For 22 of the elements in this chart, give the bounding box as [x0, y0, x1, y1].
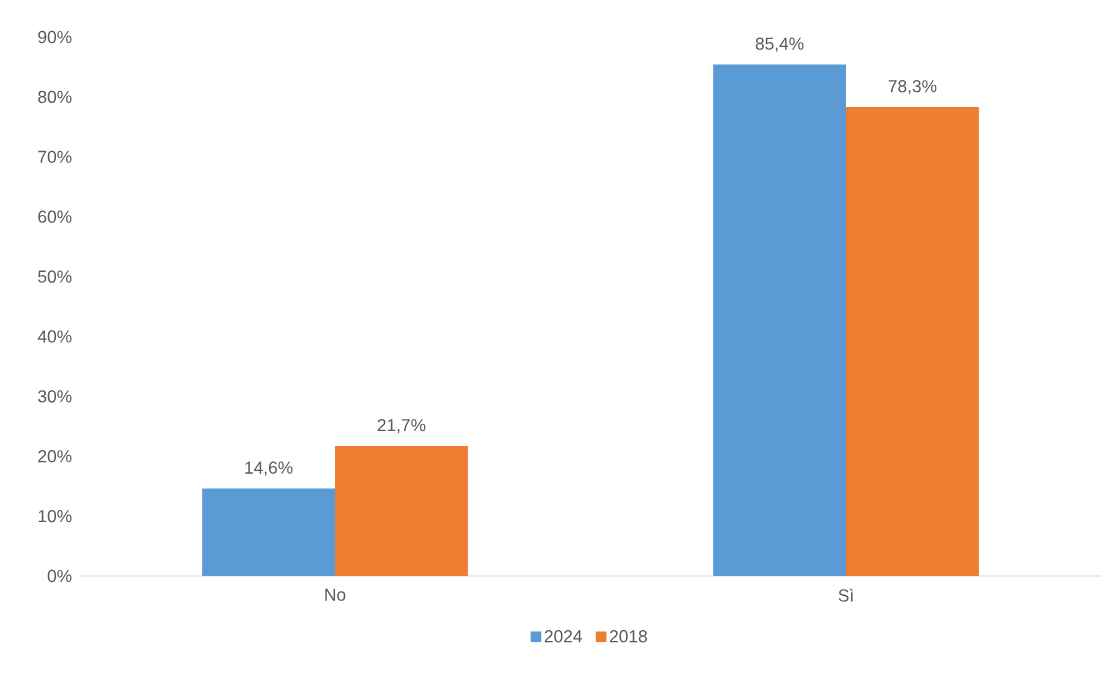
- bar: [713, 64, 846, 576]
- y-tick-label: 70%: [38, 150, 72, 163]
- bar: [202, 488, 335, 576]
- data-label: 21,7%: [377, 419, 426, 434]
- data-label: 85,4%: [755, 37, 804, 52]
- bar: [846, 107, 979, 576]
- y-tick-label: 0%: [47, 569, 72, 583]
- legend-label: 2018: [610, 630, 647, 643]
- y-tick-label: 50%: [38, 270, 72, 283]
- y-tick-label: 90%: [38, 30, 72, 44]
- y-tick-label: 80%: [38, 90, 72, 104]
- y-tick-label: 20%: [38, 450, 72, 463]
- data-label: 78,3%: [888, 80, 937, 95]
- x-tick-label: Sì: [838, 588, 854, 602]
- y-tick-label: 40%: [37, 330, 72, 343]
- y-tick-label: 10%: [38, 509, 72, 523]
- bar: [335, 446, 468, 576]
- x-tick-label: No: [325, 588, 346, 601]
- y-tick-label: 30%: [38, 390, 72, 403]
- y-tick-label: 60%: [38, 210, 72, 223]
- data-label: 14,6%: [245, 461, 293, 476]
- legend-label: 2024: [544, 630, 582, 643]
